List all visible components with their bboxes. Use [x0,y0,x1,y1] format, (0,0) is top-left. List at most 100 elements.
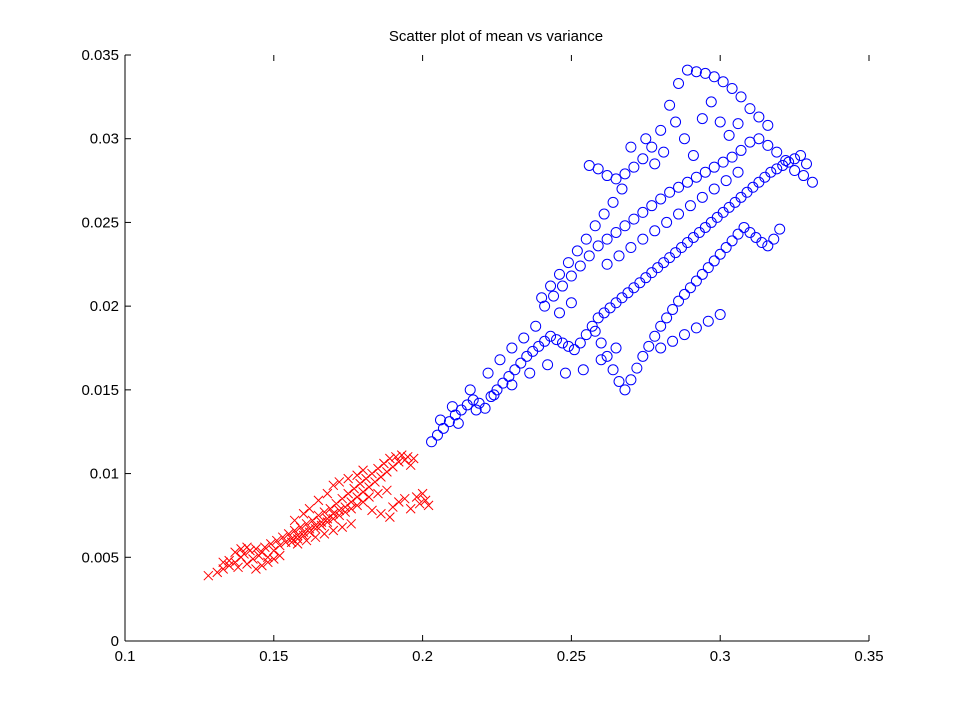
data-point-x [316,520,327,531]
data-point-circle [717,156,729,168]
data-point-circle [595,337,607,349]
x-axis-ticks: 0.1 0.15 0.2 0.25 0.3 0.35 [115,55,884,665]
data-point-x [423,500,434,511]
data-point-circle [655,124,667,136]
data-point-circle [506,342,518,354]
data-point-circle [696,113,708,125]
y-tick-label: 0.035 [81,47,119,64]
data-point-x [382,467,392,477]
data-point-x [343,488,354,499]
data-point-circle [753,176,765,188]
data-point-circle [556,280,568,292]
data-point-circle [509,364,521,376]
data-point-circle [670,116,682,128]
data-point-circle [732,166,744,178]
data-point-x [310,532,321,543]
data-point-x [283,528,294,539]
data-point-x [402,451,413,462]
data-point-circle [568,344,580,356]
data-point-circle [527,345,539,357]
data-point-x [405,503,416,514]
data-point-circle [741,186,753,198]
data-point-circle [649,330,661,342]
data-point-circle [628,161,640,173]
data-point-circle [732,118,744,130]
data-point-circle [637,233,649,245]
data-point-x [349,483,360,494]
data-point-x [379,458,389,469]
data-point-circle [732,228,744,240]
data-point-circle [699,221,711,233]
data-point-circle [750,231,762,243]
y-tick-label: 0.005 [81,549,119,566]
data-point-circle [708,71,720,83]
data-point-circle [616,183,628,195]
data-point-x [334,477,345,487]
data-point-x [393,497,404,507]
data-point-x [268,545,279,556]
data-point-circle [536,292,548,304]
data-point-circle [610,173,622,185]
data-point-circle [622,287,634,299]
data-point-x [376,508,386,519]
data-point-circle [759,171,771,183]
y-tick-label: 0.015 [81,382,119,399]
data-point-circle [545,280,557,292]
y-tick-label: 0.03 [90,131,119,148]
data-point-circle [628,282,640,294]
data-point-circle [806,176,818,188]
data-point-circle [708,161,720,173]
data-point-circle [640,133,652,145]
data-point-x [387,502,398,512]
data-point-circle [702,262,714,274]
data-point-circle [565,297,577,309]
data-point-x [373,488,383,499]
data-point-x [274,550,285,561]
data-point-circle [714,116,726,128]
data-point-x [203,570,214,581]
data-point-circle [592,163,604,175]
data-point-circle [673,208,685,220]
data-point-x [325,503,336,514]
data-point-x [298,530,309,541]
data-point-x [310,523,321,534]
data-point-circle [744,103,756,115]
data-point-x [396,450,407,461]
data-point-x [346,518,357,529]
data-point-circle [559,367,571,379]
data-point-x [328,480,339,491]
data-point-circle [574,337,586,349]
data-point-x [343,473,354,484]
data-point-circle [515,357,527,369]
data-point-circle [726,82,738,94]
data-point-x [262,557,273,568]
data-point-x [260,542,270,553]
data-point-circle [625,141,637,153]
data-point-circle [753,111,765,123]
data-point-circle [631,362,643,374]
data-point-circle [762,139,774,151]
data-point-x [328,525,339,536]
data-point-circle [789,153,801,165]
data-point-circle [562,340,574,352]
data-point-circle [720,175,732,187]
data-point-circle [497,377,509,389]
data-point-circle [553,268,565,280]
data-point-x [233,562,243,573]
data-point-x [304,503,315,514]
data-point-x [286,537,297,548]
data-point-x [262,552,273,563]
data-point-circle [801,158,813,170]
data-point-x [367,505,377,516]
data-point-circle [571,245,583,257]
data-point-x [364,482,374,492]
data-point-circle [684,282,696,294]
data-point-x [218,557,229,568]
data-point-x [334,510,345,521]
data-point-circle [426,436,438,448]
data-point-circle [789,165,801,177]
data-point-circle [720,242,732,254]
data-point-circle [646,141,658,153]
axes [124,55,869,642]
